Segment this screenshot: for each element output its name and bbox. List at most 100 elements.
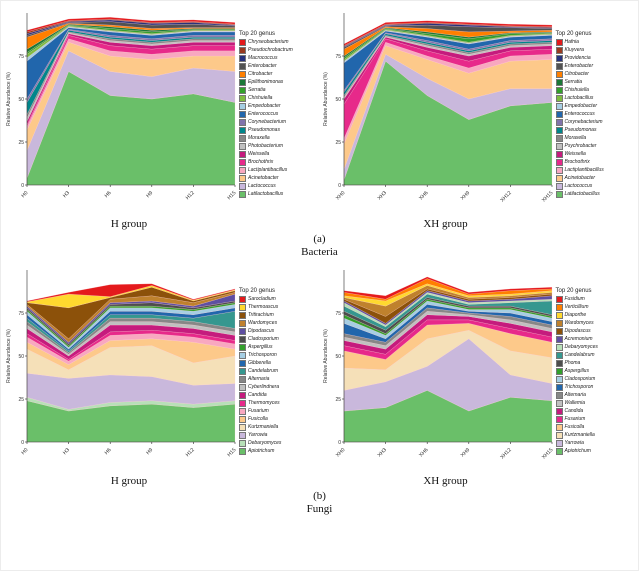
legend-label: Lactobacillus (564, 94, 594, 101)
legend-swatch (555, 392, 563, 399)
legend-label: Macrococcus (248, 54, 278, 61)
legend-item: Serratia (239, 87, 315, 94)
legend-label: Candida (248, 391, 267, 398)
x-axis-title: H group (110, 475, 148, 487)
legend-item: Lactococcus (239, 183, 315, 190)
legend-swatch (239, 424, 246, 431)
legend-item: Pseudomonas (555, 126, 632, 134)
legend-swatch (555, 424, 563, 431)
legend-label: Trichosporon (564, 383, 594, 390)
legend-label: Lactococcus (564, 182, 593, 189)
legend-item: Chishuiella (555, 87, 632, 94)
legend-item: Cyberlindnera (239, 384, 315, 391)
legend-item: Weissella (239, 151, 315, 158)
legend: Top 20 genus Sarocladium Thermoascus Triti… (239, 288, 315, 456)
legend-swatch (239, 175, 246, 182)
legend-item: Pseudomonas (239, 127, 315, 134)
legend-item: Candelabrum (555, 352, 632, 359)
legend-label: Phoma (564, 359, 581, 366)
legend-label: Diaporthe (564, 311, 587, 318)
legend-swatch (555, 159, 563, 166)
legend-item: Chishuiella (239, 95, 315, 102)
legend-swatch (239, 119, 246, 126)
y-tick-label: 50 (18, 97, 24, 103)
legend-label: Verticillium (564, 303, 589, 310)
legend-item: Lactiplantibacillus (555, 167, 632, 174)
legend-item: Debaryomyces (239, 440, 315, 447)
y-tick-label: 75 (18, 311, 24, 317)
legend-swatch (555, 63, 563, 70)
legend-item: Enterobacter (555, 63, 632, 70)
legend-label: Moraxella (564, 134, 587, 141)
x-tick-label: XH12 (499, 190, 512, 203)
panel-bacteria: 0 25 50 75 Relative Abundance (%) H0 H3 H6 H9 H12… (1, 5, 638, 230)
legend-swatch (555, 304, 563, 311)
panel-label-bacteria: Bacteria (301, 246, 338, 258)
x-tick-label: XH15 (540, 190, 553, 203)
legend-item: Fusarium (239, 408, 315, 415)
chart-bacteria-h-group: 0 25 50 75 Relative Abundance (%) H0 H3 H6 H9 H12… (3, 5, 320, 230)
legend-item: Macrococcus (239, 55, 315, 62)
legend-swatch (239, 191, 246, 198)
y-tick-label: 75 (335, 54, 341, 60)
legend-label: Cladosporium (248, 335, 279, 342)
legend-swatch (555, 55, 563, 62)
x-tick-label: H3 (62, 190, 71, 199)
legend-item: Corynebacterium (239, 119, 315, 126)
legend-label: Fusarium (564, 415, 586, 422)
legend-swatch (239, 127, 246, 134)
panel-fungi: 0 25 50 75 Relative Abundance (%) H0 H3 H6 H9 H12… (1, 262, 638, 487)
chart-area: 0 25 50 75 Relative Abundance (%) XH0 XH3 XH6 XH… (320, 262, 637, 474)
x-tick-label: XH9 (459, 190, 470, 201)
legend-swatch (239, 47, 246, 54)
legend-swatch (555, 191, 563, 198)
legend-item: Acinetobacter (555, 174, 632, 182)
legend-swatch (555, 143, 563, 150)
legend-item: Candelabrum (239, 368, 315, 375)
x-axis-title: H group (110, 218, 148, 230)
y-tick-label: 50 (335, 97, 341, 103)
legend-item: Apiotrichum (239, 448, 315, 455)
legend-swatch (555, 127, 563, 134)
legend-label: Enterobacter (248, 62, 277, 69)
legend-swatch (555, 79, 563, 86)
chart-area: 0 25 50 75 Relative Abundance (%) H0 H3 H6 H9 H12… (3, 5, 320, 217)
legend-label: Acinetobacter (248, 174, 279, 181)
legend-item: Epilithonimonas (239, 79, 315, 86)
legend-item: Candida (239, 392, 315, 399)
legend-item: Cladosporium (555, 376, 632, 383)
legend-label: Acinetobacter (564, 174, 596, 181)
legend-label: Trichosporon (248, 351, 277, 358)
legend-item: Verticillium (555, 303, 632, 311)
legend-swatch (239, 87, 246, 94)
legend-label: Latilactobacillus (248, 190, 284, 197)
legend: Top 20 genus Chryseobacterium Pseudochrob… (239, 31, 315, 199)
x-tick-label: H0 (20, 190, 29, 199)
legend-swatch (239, 320, 246, 327)
legend-label: Lactococcus (248, 182, 276, 189)
legend-label: Chishuiella (248, 94, 273, 101)
legend-item: Apiotrichum (555, 448, 632, 455)
legend-item: Thermomyces (239, 400, 315, 407)
x-tick-label: XH6 (418, 447, 429, 458)
area-sarocladium (26, 283, 236, 303)
legend-swatch (239, 416, 246, 423)
legend-swatch (239, 95, 246, 102)
y-axis-label: Relative Abundance (%) (323, 72, 329, 126)
legend-item: Phoma (555, 359, 632, 367)
legend-label: Alternaria (248, 375, 270, 382)
legend-swatch (555, 312, 563, 319)
legend-label: Pseudomonas (564, 126, 597, 133)
legend-label: Enterococcus (248, 110, 279, 117)
legend-item: Lactobacillus (555, 94, 632, 102)
legend-item: Tritirachium (239, 312, 315, 319)
legend-swatch (555, 320, 563, 327)
legend-swatch (555, 183, 563, 190)
legend: Top 20 genus Fusidium Verticillium Diaport… (555, 288, 632, 456)
area-hafnia (343, 20, 552, 47)
legend-item: Yarrowia (239, 432, 315, 439)
legend-swatch (239, 63, 246, 70)
legend-items: Chryseobacterium Pseudochrobactrum Macroco… (239, 39, 315, 198)
legend-swatch (555, 135, 563, 142)
